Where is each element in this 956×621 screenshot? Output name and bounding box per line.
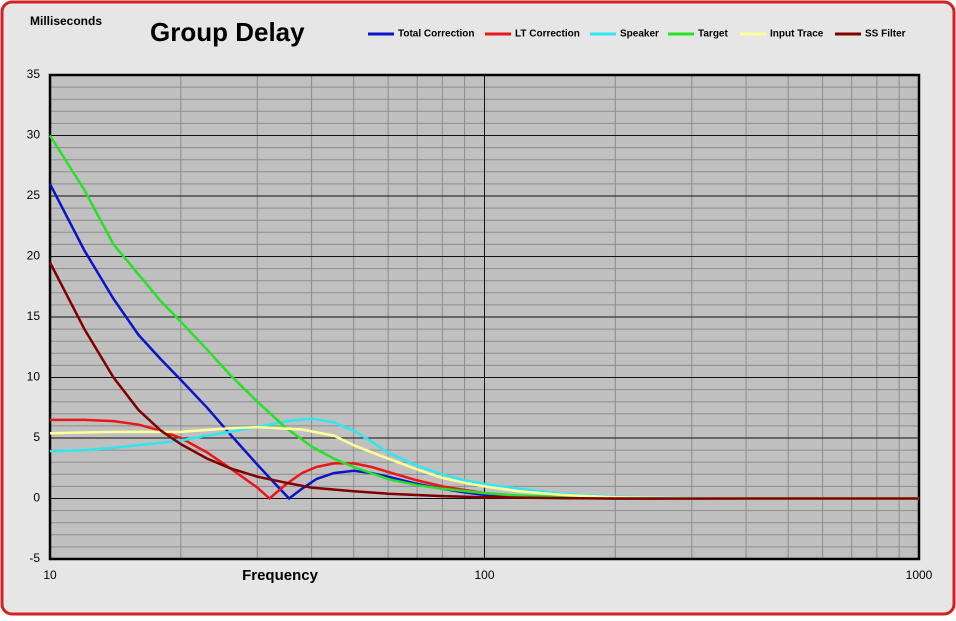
y-tick-label: 10 [27,370,41,384]
y-tick-label: 35 [27,67,41,81]
legend-label: SS Filter [865,29,906,40]
series-line [48,261,919,500]
y-tick-label: 5 [33,430,40,444]
chart-title: Group Delay [150,17,305,47]
y-tick-label: 20 [27,249,41,263]
y-axis-label: Milliseconds [30,14,102,28]
x-tick-label: 10 [43,568,57,582]
series-line [48,183,919,500]
legend-label: Total Correction [398,29,474,40]
y-tick-label: 25 [27,188,41,202]
legend-label: Speaker [620,29,659,40]
x-tick-label: 100 [474,568,494,582]
plot-border [48,73,921,561]
legend-label: Target [698,29,728,40]
x-axis-label: Frequency [242,567,319,584]
y-tick-label: 30 [27,128,41,142]
y-tick-label: -5 [29,551,40,565]
legend-label: Input Trace [770,29,824,40]
series-line [48,134,919,500]
y-tick-label: 0 [33,491,40,505]
legend-label: LT Correction [515,29,580,40]
y-tick-label: 15 [27,309,41,323]
x-tick-label: 1000 [906,568,933,582]
